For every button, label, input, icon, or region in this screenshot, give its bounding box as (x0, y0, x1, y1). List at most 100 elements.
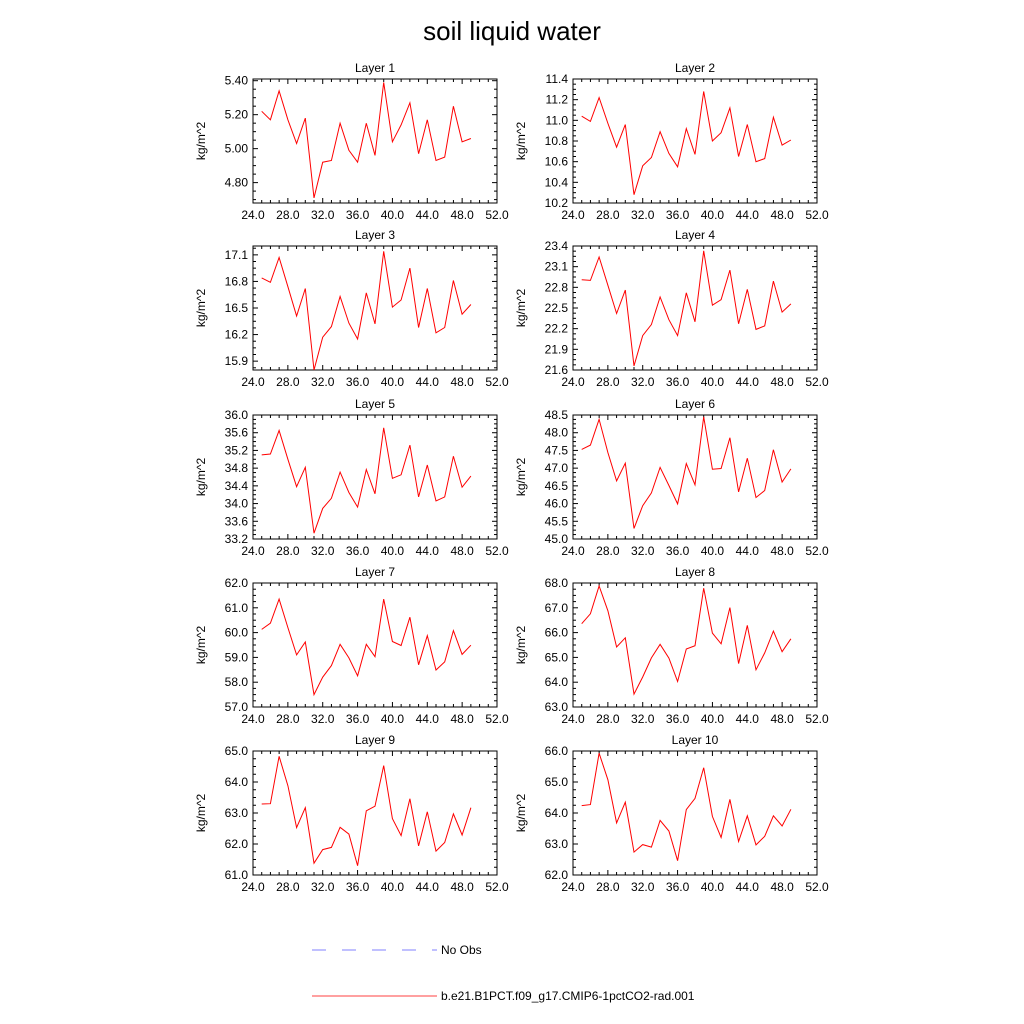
x-tick-label: 40.0 (701, 544, 725, 558)
x-tick-label: 24.0 (561, 375, 585, 389)
x-tick-label: 48.0 (770, 880, 794, 894)
series-line (581, 91, 792, 195)
y-tick-label: 16.5 (225, 301, 249, 315)
y-axis-label: kg/m^2 (514, 626, 528, 665)
panel-title: Layer 2 (675, 61, 715, 75)
y-tick-label: 59.0 (225, 650, 249, 664)
panel-title: Layer 7 (355, 565, 395, 579)
y-tick-label: 21.6 (545, 363, 569, 377)
y-tick-label: 65.0 (225, 744, 249, 758)
x-tick-label: 48.0 (770, 375, 794, 389)
x-tick-label: 48.0 (770, 208, 794, 222)
x-tick-label: 32.0 (311, 375, 335, 389)
y-tick-label: 65.0 (545, 775, 569, 789)
x-tick-label: 24.0 (241, 208, 265, 222)
y-tick-label: 62.0 (225, 837, 249, 851)
x-tick-label: 48.0 (450, 544, 474, 558)
series-line (261, 427, 472, 534)
x-tick-label: 40.0 (381, 712, 405, 726)
x-tick-label: 44.0 (416, 544, 440, 558)
y-axis-label: kg/m^2 (514, 122, 528, 161)
y-tick-label: 62.0 (545, 868, 569, 882)
y-tick-label: 34.8 (225, 461, 249, 475)
panel-title: Layer 5 (355, 397, 395, 411)
x-tick-label: 48.0 (450, 712, 474, 726)
x-tick-label: 24.0 (561, 880, 585, 894)
figure-title: soil liquid water (423, 16, 601, 46)
x-tick-label: 24.0 (561, 208, 585, 222)
x-tick-label: 24.0 (561, 712, 585, 726)
x-tick-label: 28.0 (596, 880, 620, 894)
y-tick-label: 66.0 (545, 626, 569, 640)
x-tick-label: 52.0 (805, 712, 829, 726)
y-tick-label: 10.2 (545, 196, 569, 210)
y-tick-label: 62.0 (225, 576, 249, 590)
x-tick-label: 24.0 (241, 880, 265, 894)
y-tick-label: 48.0 (545, 426, 569, 440)
x-tick-label: 52.0 (485, 208, 509, 222)
panel-layer-3: Layer 3 kg/m^2 24.0 28.0 32.0 36.0 40.0 44.0 48.… (194, 228, 509, 389)
y-tick-label: 15.9 (225, 354, 249, 368)
x-tick-label: 48.0 (450, 375, 474, 389)
panel-title: Layer 1 (355, 61, 395, 75)
x-tick-label: 32.0 (311, 880, 335, 894)
x-tick-label: 44.0 (416, 208, 440, 222)
y-tick-label: 23.1 (545, 260, 569, 274)
x-tick-label: 36.0 (346, 544, 370, 558)
x-tick-label: 28.0 (276, 208, 300, 222)
x-tick-label: 36.0 (346, 208, 370, 222)
y-axis-label: kg/m^2 (194, 626, 208, 665)
x-tick-label: 32.0 (631, 208, 655, 222)
y-tick-label: 65.0 (545, 650, 569, 664)
x-tick-label: 44.0 (736, 208, 760, 222)
y-tick-label: 45.0 (545, 532, 569, 546)
y-axis-label: kg/m^2 (194, 794, 208, 833)
y-tick-label: 47.5 (545, 443, 569, 457)
y-tick-label: 45.5 (545, 514, 569, 528)
x-tick-label: 52.0 (485, 375, 509, 389)
panel-layer-5: Layer 5 kg/m^2 24.0 28.0 32.0 36.0 40.0 44.0 48.… (194, 397, 509, 558)
y-tick-label: 10.6 (545, 155, 569, 169)
x-tick-label: 44.0 (416, 375, 440, 389)
y-tick-label: 63.0 (225, 806, 249, 820)
x-tick-label: 28.0 (596, 712, 620, 726)
x-tick-label: 40.0 (381, 375, 405, 389)
plot-frame (252, 582, 498, 708)
x-tick-label: 52.0 (805, 880, 829, 894)
y-tick-label: 36.0 (225, 408, 249, 422)
x-tick-label: 36.0 (666, 208, 690, 222)
y-tick-label: 60.0 (225, 626, 249, 640)
x-tick-label: 44.0 (736, 544, 760, 558)
y-tick-label: 46.0 (545, 497, 569, 511)
x-tick-label: 28.0 (596, 208, 620, 222)
y-tick-label: 10.4 (545, 175, 569, 189)
panel-title: Layer 6 (675, 397, 715, 411)
series-line (581, 584, 792, 696)
y-tick-label: 58.0 (225, 675, 249, 689)
x-tick-label: 28.0 (276, 712, 300, 726)
x-tick-label: 48.0 (450, 208, 474, 222)
x-tick-label: 36.0 (346, 880, 370, 894)
y-tick-label: 63.0 (545, 837, 569, 851)
x-tick-label: 28.0 (276, 375, 300, 389)
y-tick-label: 34.0 (225, 497, 249, 511)
x-tick-label: 52.0 (805, 544, 829, 558)
series-line (261, 251, 472, 371)
x-tick-label: 44.0 (416, 880, 440, 894)
panel-title: Layer 3 (355, 228, 395, 242)
panel-layer-7: Layer 7 kg/m^2 24.0 28.0 32.0 36.0 40.0 44.0 48.… (194, 565, 509, 726)
x-tick-label: 32.0 (311, 712, 335, 726)
x-tick-label: 52.0 (805, 208, 829, 222)
series-line (581, 416, 792, 529)
y-axis-label: kg/m^2 (194, 458, 208, 497)
x-tick-label: 48.0 (450, 880, 474, 894)
y-tick-label: 23.4 (545, 239, 569, 253)
x-tick-label: 40.0 (701, 712, 725, 726)
x-tick-label: 28.0 (596, 375, 620, 389)
panel-layer-10: Layer 10 kg/m^2 24.0 28.0 32.0 36.0 40.0 44.0 48… (514, 733, 829, 894)
x-tick-label: 40.0 (381, 880, 405, 894)
y-tick-label: 33.6 (225, 514, 249, 528)
x-tick-label: 32.0 (631, 712, 655, 726)
y-tick-label: 16.8 (225, 274, 249, 288)
